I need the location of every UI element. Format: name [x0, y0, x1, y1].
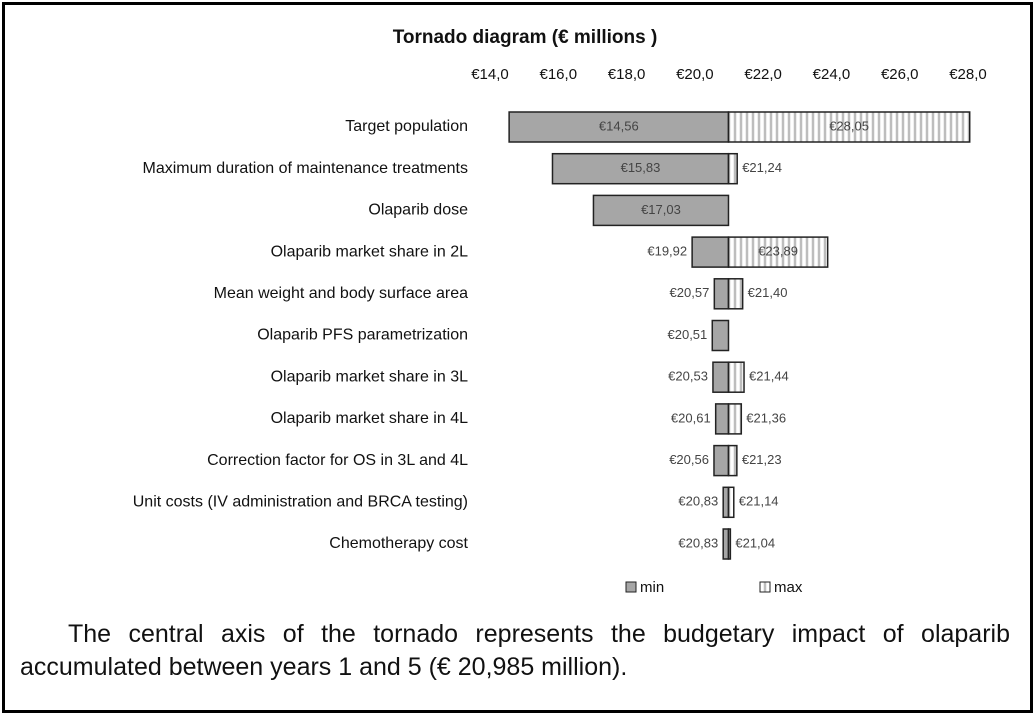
legend-swatch [625, 581, 637, 593]
x-tick-label: €14,0 [471, 66, 509, 83]
bar-1 [727, 152, 738, 185]
caption: The central axis of the tornado represen… [20, 620, 1010, 681]
bar-0 [508, 111, 730, 143]
x-tick-label: €28,0 [949, 66, 987, 83]
legend-label: max [774, 579, 803, 596]
value-label: €21,23 [742, 452, 782, 467]
x-tick-label: €26,0 [881, 66, 919, 83]
bar-0 [713, 278, 730, 310]
value-label: €21,44 [749, 369, 789, 384]
value-label: €21,40 [748, 285, 788, 300]
value-label: €20,56 [669, 452, 709, 467]
value-label: €21,36 [746, 410, 786, 425]
category-label: Olaparib market share in 4L [271, 410, 469, 427]
bar-0 [722, 528, 730, 560]
value-label: €21,14 [739, 494, 779, 509]
value-label: €20,53 [668, 369, 708, 384]
x-tick-label: €22,0 [744, 66, 782, 83]
category-label: Mean weight and body surface area [214, 285, 468, 302]
bar-0 [691, 236, 730, 268]
category-label: Unit costs (IV administration and BRCA t… [133, 494, 468, 511]
bar-0 [592, 194, 730, 227]
bar-1 [727, 111, 971, 143]
value-label: €28,05 [829, 118, 869, 133]
category-label: Target population [345, 118, 468, 135]
bar-0 [712, 361, 730, 393]
bar-0 [711, 319, 730, 352]
value-label: €21,24 [742, 160, 782, 175]
x-tick-label: €20,0 [676, 66, 714, 83]
value-label: €20,57 [670, 285, 710, 300]
category-label: Olaparib PFS parametrization [257, 327, 468, 344]
value-label: €19,92 [647, 244, 687, 259]
bar-0 [713, 444, 730, 477]
value-label: €20,51 [668, 327, 708, 342]
bar-1 [727, 444, 738, 477]
legend-swatch [759, 581, 771, 593]
value-label: €14,56 [599, 118, 639, 133]
category-label: Chemotherapy cost [329, 535, 468, 552]
value-label: €23,89 [758, 244, 798, 259]
category-label: Maximum duration of maintenance treatmen… [143, 160, 468, 177]
x-tick-label: €16,0 [540, 66, 578, 83]
bar-1 [727, 528, 732, 560]
value-label: €15,83 [621, 160, 661, 175]
value-label: €20,83 [678, 494, 718, 509]
value-label: €20,83 [678, 535, 718, 550]
category-label: Olaparib market share in 2L [271, 243, 469, 260]
legend-label: min [640, 579, 664, 596]
value-label: €21,04 [735, 535, 775, 550]
value-label: €20,61 [671, 410, 711, 425]
bar-1 [727, 361, 745, 393]
x-tick-label: €18,0 [608, 66, 646, 83]
bar-1 [727, 403, 743, 435]
value-label: €17,03 [641, 202, 681, 217]
chart-title: Tornado diagram (€ millions ) [393, 27, 658, 48]
bar-0 [722, 486, 730, 519]
bar-0 [714, 403, 730, 435]
bar-1 [727, 278, 744, 310]
category-label: Correction factor for OS in 3L and 4L [207, 452, 468, 469]
category-label: Olaparib market share in 3L [271, 368, 469, 385]
x-tick-label: €24,0 [813, 66, 851, 83]
category-label: Olaparib dose [368, 202, 468, 219]
bar-1 [727, 236, 829, 268]
bar-1 [727, 486, 735, 519]
